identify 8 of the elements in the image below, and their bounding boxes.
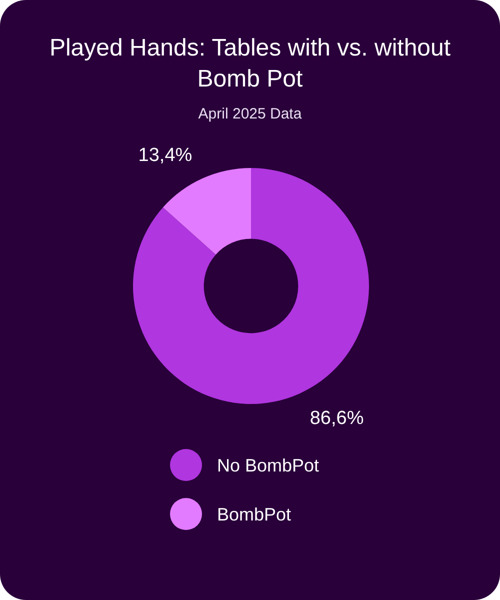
legend-label: No BombPot — [217, 455, 320, 476]
chart-title: Played Hands: Tables with vs. without Bomb Pot — [49, 34, 451, 92]
donut-slice — [162, 168, 251, 255]
donut-slice — [133, 168, 369, 404]
chart-subtitle: April 2025 Data — [198, 105, 302, 122]
data-label: 86,6% — [310, 408, 364, 430]
legend-label: BombPot — [217, 504, 292, 524]
data-label: 13,4% — [138, 145, 192, 166]
